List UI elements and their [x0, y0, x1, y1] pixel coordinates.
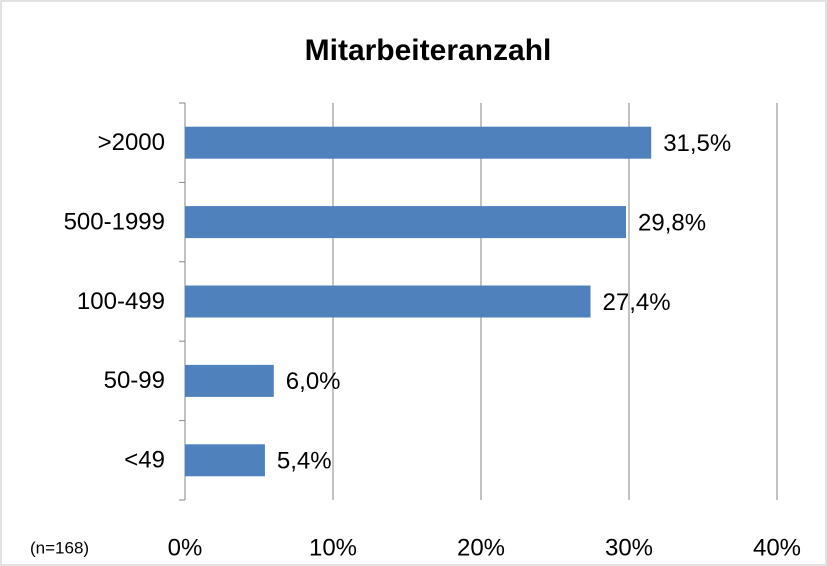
- value-label: 27,4%: [603, 289, 671, 316]
- chart-title: Mitarbeiteranzahl: [305, 34, 552, 67]
- value-label: 5,4%: [277, 448, 332, 475]
- bar: [185, 206, 627, 239]
- y-tick-label: 100-499: [77, 288, 165, 315]
- bar: [185, 364, 274, 397]
- value-label: 6,0%: [286, 368, 341, 395]
- y-tick-label: 500-1999: [64, 208, 165, 235]
- x-tick-label: 40%: [753, 534, 801, 561]
- y-tick-label: >2000: [98, 129, 165, 156]
- x-tick-label: 20%: [457, 534, 505, 561]
- y-tick-label: <49: [124, 447, 165, 474]
- value-label: 29,8%: [638, 209, 706, 236]
- bar: [185, 444, 265, 477]
- x-tick-label: 30%: [605, 534, 653, 561]
- annotation: (n=168): [30, 538, 89, 557]
- x-tick-label: 10%: [309, 534, 357, 561]
- x-tick-label: 0%: [168, 534, 203, 561]
- bar: [185, 126, 652, 159]
- y-tick-label: 50-99: [104, 367, 165, 394]
- bar: [185, 285, 591, 318]
- value-label: 31,5%: [663, 130, 731, 157]
